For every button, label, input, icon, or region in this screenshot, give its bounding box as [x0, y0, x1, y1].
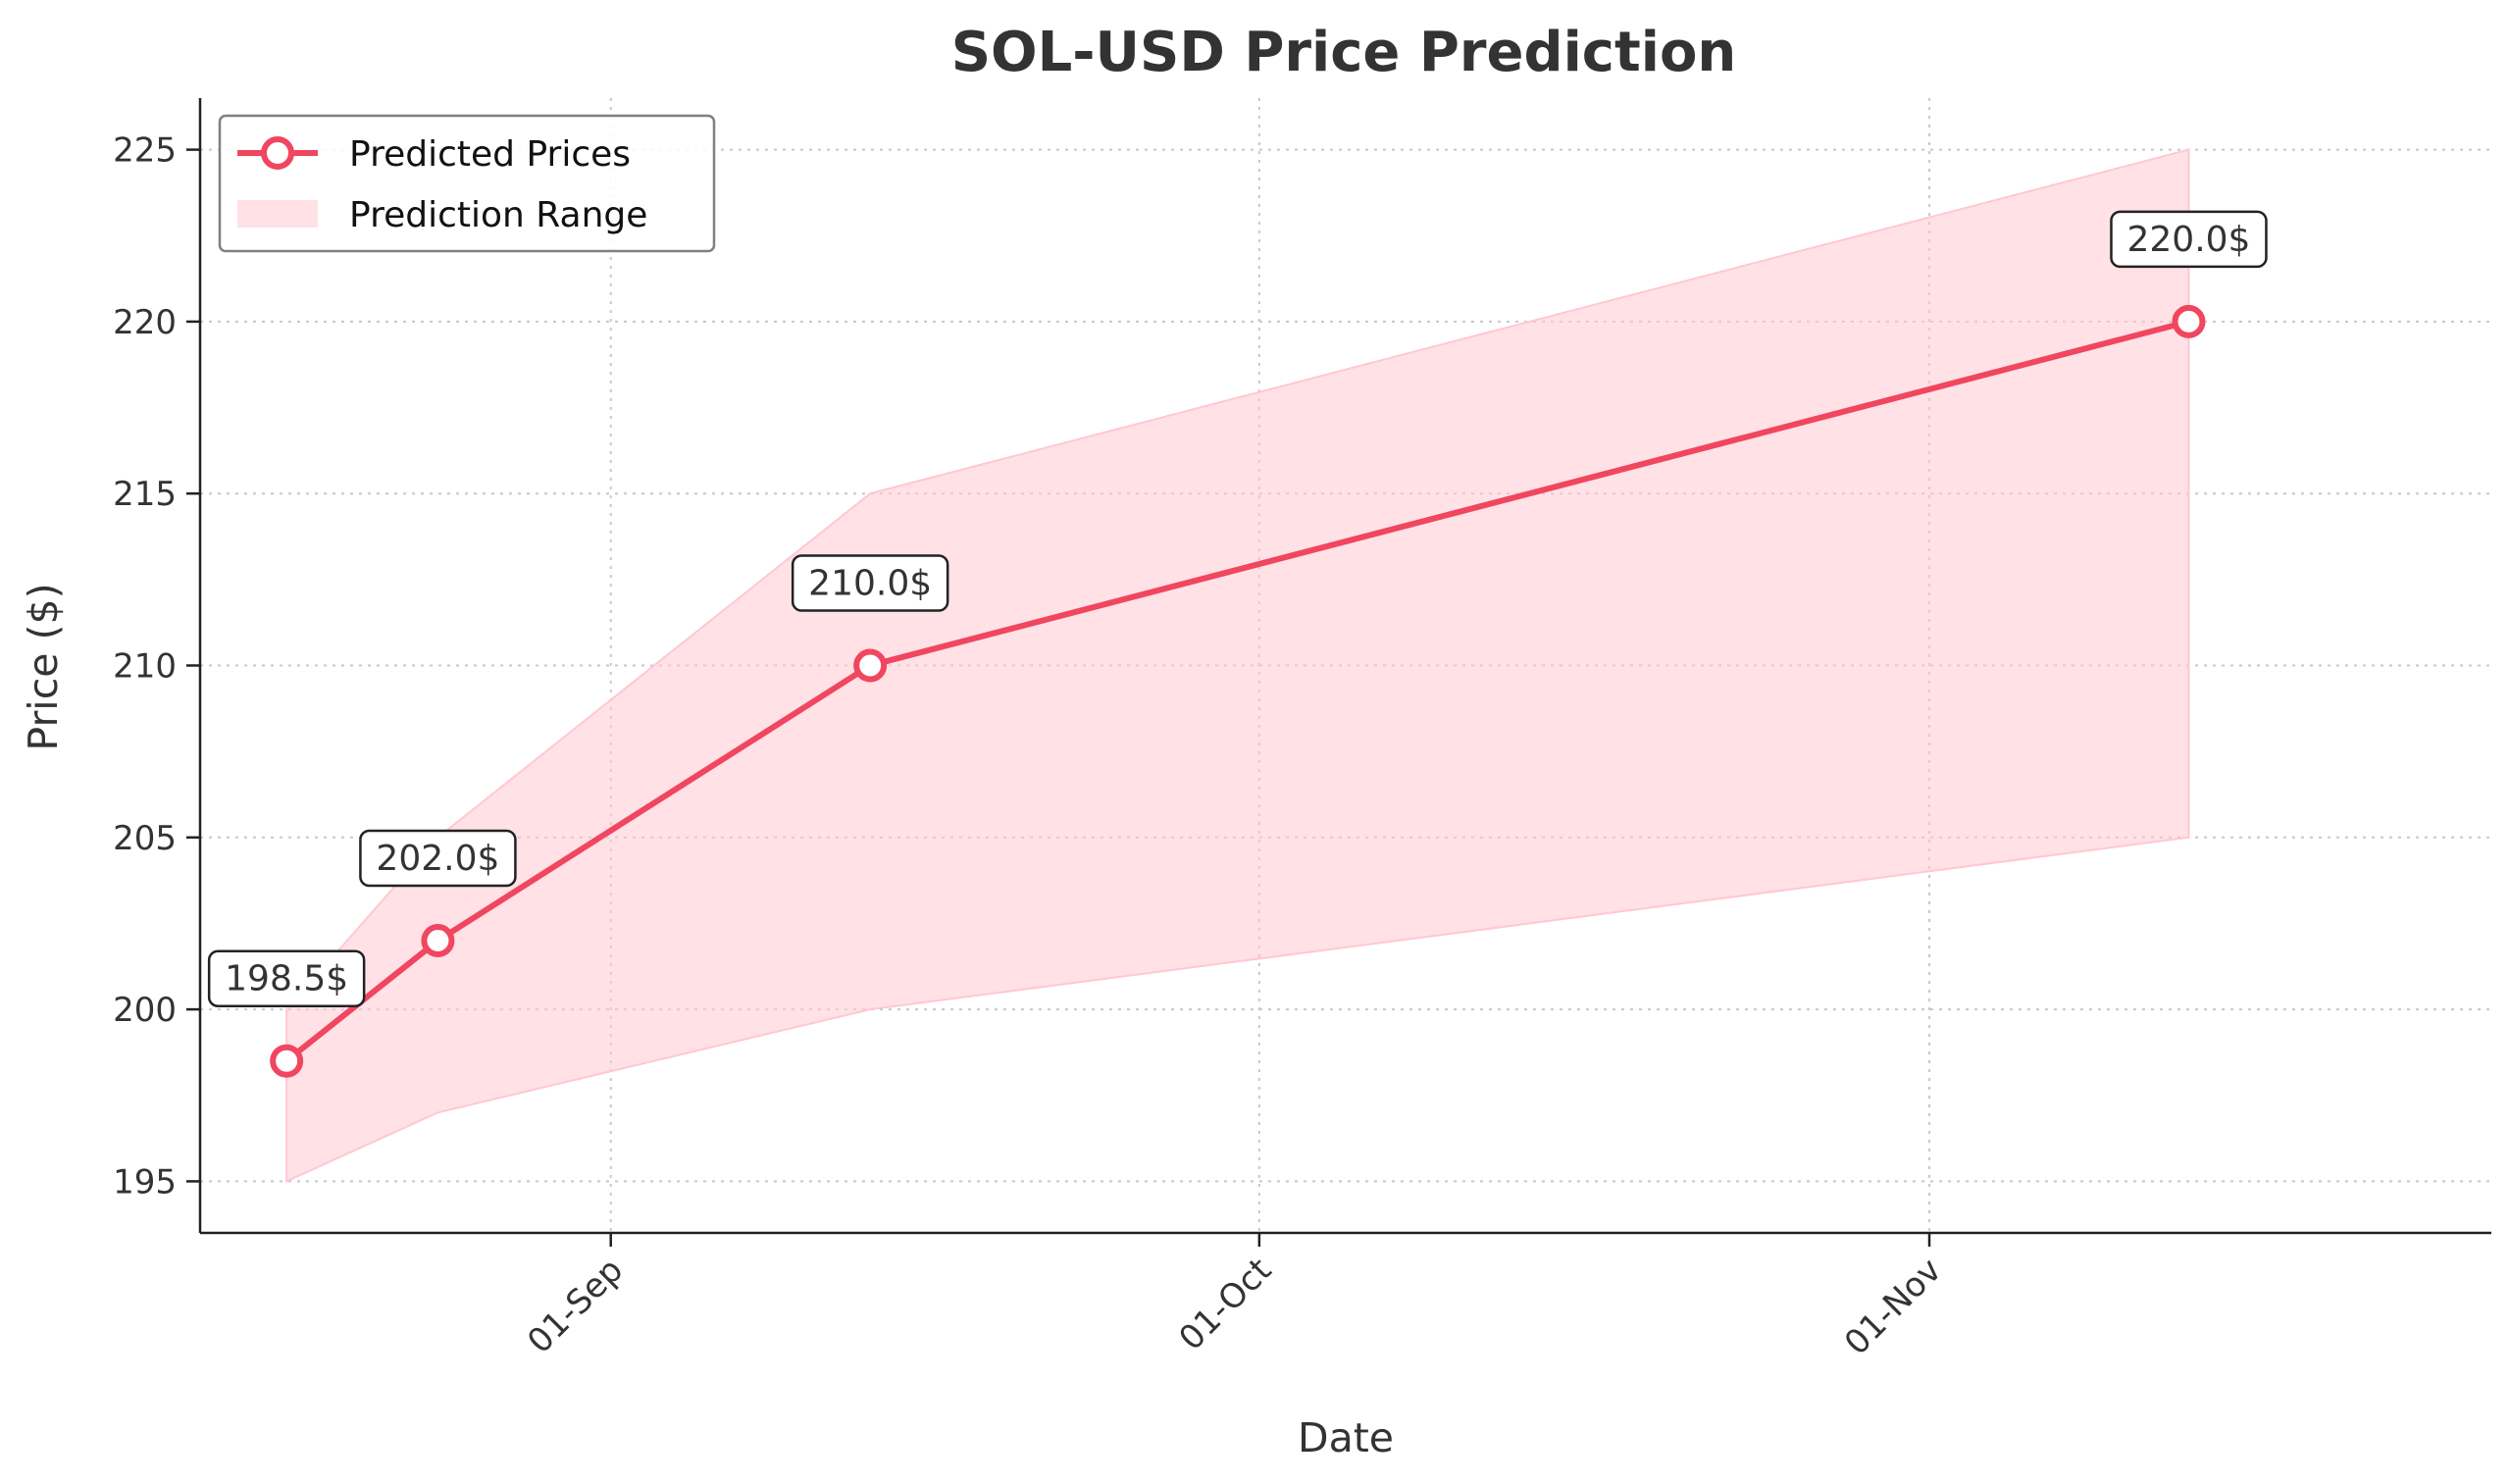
prediction-range-band-layer [285, 148, 2190, 1183]
y-tick-label: 195 [113, 1162, 177, 1202]
y-axis-label: Price ($) [20, 583, 67, 750]
data-label: 202.0$ [376, 839, 499, 879]
predicted-price-point [2172, 304, 2206, 338]
y-tick-label: 215 [113, 475, 177, 514]
predicted-price-point [853, 648, 888, 683]
legend-prediction-range-swatch [237, 200, 318, 228]
y-tick-label: 210 [113, 647, 177, 687]
prediction-range-band [285, 148, 2190, 1183]
y-tick-label: 225 [113, 131, 177, 171]
x-tick-label: 01-Sep [520, 1251, 631, 1361]
data-label-box [359, 829, 517, 888]
legend: Predicted Prices Prediction Range [218, 114, 716, 253]
y-tick-label: 200 [113, 991, 177, 1030]
x-tick-label: 01-Oct [1171, 1251, 1279, 1358]
data-label-box [791, 554, 949, 612]
predicted-price-point [270, 1044, 304, 1078]
y-tick-label: 220 [113, 303, 177, 342]
data-label: 198.5$ [225, 959, 348, 999]
legend-predicted-prices-label: Predicted Prices [349, 134, 631, 175]
y-ticks: 195 200 205 210 215 220 225 [113, 131, 200, 1202]
data-label: 210.0$ [808, 564, 932, 604]
data-label-box [2110, 210, 2268, 269]
x-ticks: 01-Sep 01-Oct 01-Nov [520, 1233, 1949, 1363]
chart-title: SOL-USD Price Prediction [951, 21, 1737, 84]
legend-prediction-range-label: Prediction Range [349, 195, 647, 235]
y-tick-label: 205 [113, 819, 177, 858]
legend-box [218, 114, 716, 253]
x-axis-label: Date [1298, 1414, 1394, 1461]
data-label-layer: 198.5$ 202.0$ 210.0$ 220.0$ [207, 210, 2268, 1007]
legend-predicted-prices-marker [261, 136, 294, 170]
x-tick-label: 01-Nov [1837, 1251, 1949, 1362]
predicted-price-point [421, 923, 455, 957]
data-label-box [207, 949, 366, 1007]
data-label: 220.0$ [2126, 220, 2250, 260]
